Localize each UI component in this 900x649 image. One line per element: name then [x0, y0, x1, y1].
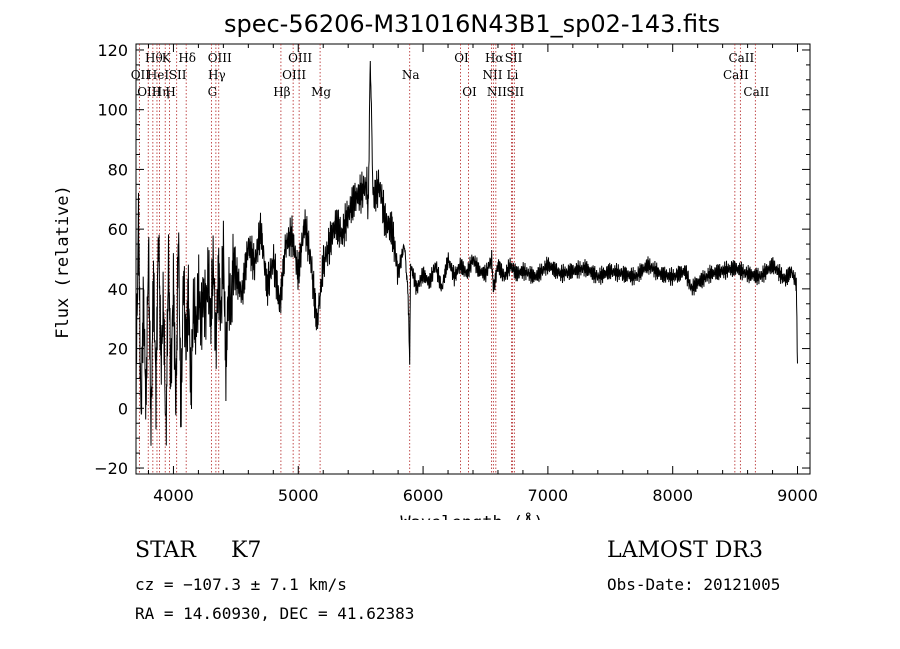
spectral-line-label: SII	[505, 51, 523, 65]
spectral-line-label: OII	[131, 68, 151, 82]
spectral-line-label: NII	[487, 85, 507, 99]
spectral-line-label: OIII	[288, 51, 312, 65]
spectral-line-label: G	[208, 85, 218, 99]
y-tick-label: 80	[108, 160, 128, 179]
spectral-line-label: OIII	[137, 85, 161, 99]
x-tick-label: 9000	[777, 486, 818, 505]
survey-label: LAMOST DR3	[607, 538, 763, 563]
y-axis-label: Flux (relative)	[53, 185, 73, 339]
x-tick-label: 7000	[528, 486, 569, 505]
y-tick-label: 20	[108, 340, 128, 359]
spectral-line-label: H	[165, 85, 175, 99]
spectral-line-label: OI	[454, 51, 469, 65]
spectral-line-label: K	[162, 51, 172, 65]
spectral-line-label: Hβ	[273, 85, 290, 99]
spectral-line-label: CaII	[743, 85, 769, 99]
spectral-line-label: SII	[506, 85, 524, 99]
spectral-line-label: Li	[507, 68, 519, 82]
coordinates-label: RA = 14.60930, DEC = 41.62383	[135, 604, 415, 623]
y-tick-label: 60	[108, 220, 128, 239]
x-tick-label: 5000	[278, 486, 319, 505]
spectral-line-label: OI	[462, 85, 477, 99]
obs-date-label: Obs-Date: 20121005	[607, 575, 781, 594]
spectral-line-label: HeI	[147, 68, 170, 82]
spectral-line-label: OIII	[208, 51, 232, 65]
class-label: STAR	[135, 538, 196, 563]
flux-series	[135, 60, 798, 446]
spectral-line-label: CaII	[728, 51, 754, 65]
spectral-line-label: NII	[482, 68, 502, 82]
y-tick-label: 0	[118, 399, 128, 418]
x-tick-label: 6000	[403, 486, 444, 505]
spectral-line-markers: OII OIII Hθ HeI Hη K H SII Hδ G Hγ OIII Hβ OIII OIII Mg…	[131, 44, 769, 474]
redshift-label: cz = −107.3 ± 7.1 km/s	[135, 575, 347, 594]
spectral-line-label: Hγ	[208, 68, 226, 82]
spectral-line-label: Mg	[311, 85, 331, 99]
chart-title: spec-56206-M31016N43B1_sp02-143.fits	[224, 10, 720, 38]
object-class: STAR K7	[135, 538, 261, 563]
spectral-line-label: Hθ	[145, 51, 163, 65]
spectral-line-label: SII	[169, 68, 187, 82]
spectral-line-label: Hα	[485, 51, 504, 65]
spectral-line-label: CaII	[723, 68, 749, 82]
axis-ticks: 4000 5000 6000 7000 8000 9000 −20 0 20 40 60 80 100 1…	[94, 41, 818, 505]
y-tick-label: 120	[97, 41, 128, 60]
x-tick-label: 8000	[652, 486, 693, 505]
spectrum-chart: spec-56206-M31016N43B1_sp02-143.fits OII…	[53, 10, 818, 520]
x-axis-label: Wavelength (Å)	[400, 511, 543, 520]
y-tick-label: −20	[94, 459, 128, 478]
spectral-line-label: OIII	[282, 68, 306, 82]
subclass-label: K7	[231, 538, 262, 563]
flux-line	[135, 60, 798, 446]
spectral-line-label: Hη	[152, 85, 170, 99]
x-tick-label: 4000	[153, 486, 194, 505]
spectral-line-label: Hδ	[178, 51, 196, 65]
spectral-line-label: Na	[402, 68, 420, 82]
y-tick-label: 100	[97, 101, 128, 120]
y-tick-label: 40	[108, 280, 128, 299]
